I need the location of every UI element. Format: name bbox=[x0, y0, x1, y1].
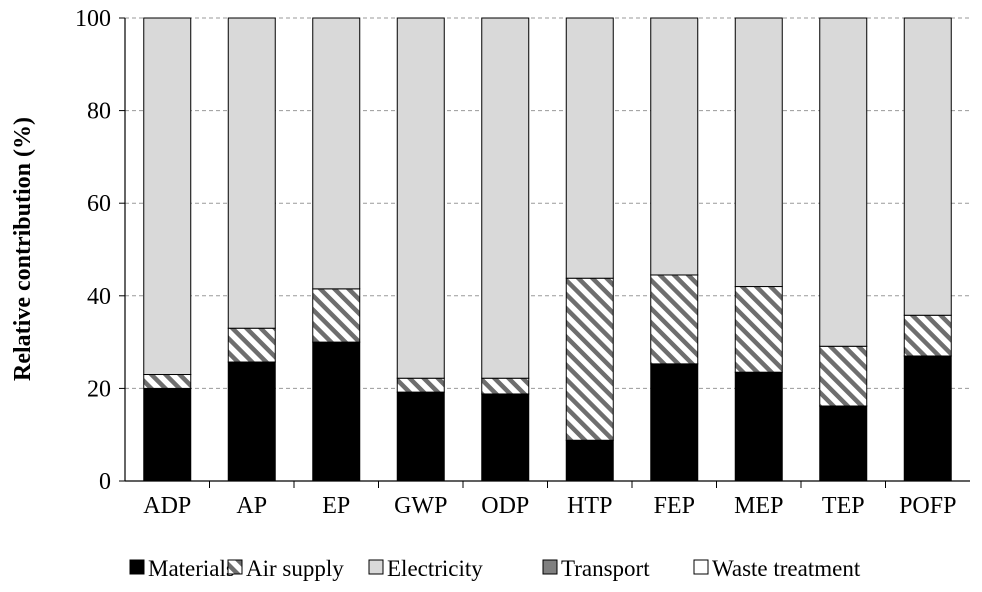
bar-gwp-air-supply bbox=[396, 377, 445, 393]
y-tick-label-40: 40 bbox=[87, 284, 111, 310]
bar-ap-electricity bbox=[227, 17, 276, 329]
x-tick-label-gwp: GWP bbox=[394, 493, 447, 519]
bar-pofp-electricity bbox=[903, 17, 952, 316]
legend-swatch-waste-treatment bbox=[693, 559, 709, 575]
bar-fep-materials bbox=[650, 363, 699, 482]
bar-pofp-air-supply bbox=[903, 314, 952, 357]
bar-htp-electricity bbox=[565, 17, 614, 279]
bar-gwp-materials bbox=[396, 391, 445, 482]
bar-mep-electricity bbox=[734, 17, 783, 288]
y-axis-title: Relative contribution (%) bbox=[10, 117, 36, 381]
tick-labels: 0 20 40 60 80 100 ADP AP EP GWP ODP HTP FEP MEP TEP POF… bbox=[75, 6, 956, 519]
legend-label-electricity: Electricity bbox=[387, 556, 483, 581]
legend-label-transport: Transport bbox=[561, 556, 650, 581]
bar-ep-materials bbox=[312, 341, 361, 482]
bar-ap-air-supply bbox=[227, 327, 276, 363]
x-tick-label-fep: FEP bbox=[654, 493, 695, 519]
legend-label-materials: Materials bbox=[148, 556, 235, 581]
x-tick-label-pofp: POFP bbox=[899, 493, 956, 519]
legend-swatch-air-supply bbox=[227, 559, 243, 575]
bar-fep-electricity bbox=[650, 17, 699, 276]
y-tick-label-60: 60 bbox=[87, 191, 111, 217]
legend-label-air-supply: Air supply bbox=[246, 556, 344, 581]
bar-fep-air-supply bbox=[650, 274, 699, 365]
bar-mep-air-supply bbox=[734, 286, 783, 373]
legend: Materials Air supply Electricity Transport W… bbox=[129, 556, 861, 581]
bar-odp-materials bbox=[481, 393, 530, 482]
legend-swatch-electricity bbox=[368, 559, 384, 575]
legend-label-waste-treatment: Waste treatment bbox=[712, 556, 861, 581]
bar-ep-electricity bbox=[312, 17, 361, 290]
bar-adp-materials bbox=[143, 387, 192, 482]
y-tick-label-100: 100 bbox=[75, 6, 111, 32]
bar-odp-air-supply bbox=[481, 377, 530, 395]
bar-adp-electricity bbox=[143, 17, 192, 376]
bar-htp-air-supply bbox=[565, 277, 614, 441]
y-tick-label-20: 20 bbox=[87, 376, 111, 402]
axes bbox=[119, 17, 970, 488]
bar-ep-air-supply bbox=[312, 288, 361, 343]
x-tick-label-ap: AP bbox=[236, 493, 267, 519]
bar-htp-materials bbox=[565, 439, 614, 482]
x-tick-label-htp: HTP bbox=[567, 493, 612, 519]
bars bbox=[143, 17, 952, 482]
y-tick-label-80: 80 bbox=[87, 99, 111, 125]
bar-pofp-materials bbox=[903, 355, 952, 482]
bar-ap-materials bbox=[227, 361, 276, 482]
bar-mep-materials bbox=[734, 371, 783, 482]
x-tick-label-odp: ODP bbox=[481, 493, 529, 519]
x-tick-label-tep: TEP bbox=[822, 493, 865, 519]
bar-tep-electricity bbox=[819, 17, 868, 347]
x-tick-label-ep: EP bbox=[322, 493, 350, 519]
bar-gwp-electricity bbox=[396, 17, 445, 379]
bar-tep-materials bbox=[819, 405, 868, 482]
y-tick-label-0: 0 bbox=[99, 469, 111, 495]
x-tick-label-adp: ADP bbox=[143, 493, 191, 519]
x-tick-label-mep: MEP bbox=[734, 493, 783, 519]
legend-swatch-transport bbox=[542, 559, 558, 575]
bar-odp-electricity bbox=[481, 17, 530, 379]
bar-adp-air-supply bbox=[143, 374, 192, 389]
legend-swatch-materials bbox=[129, 559, 145, 575]
bar-tep-air-supply bbox=[819, 345, 868, 407]
